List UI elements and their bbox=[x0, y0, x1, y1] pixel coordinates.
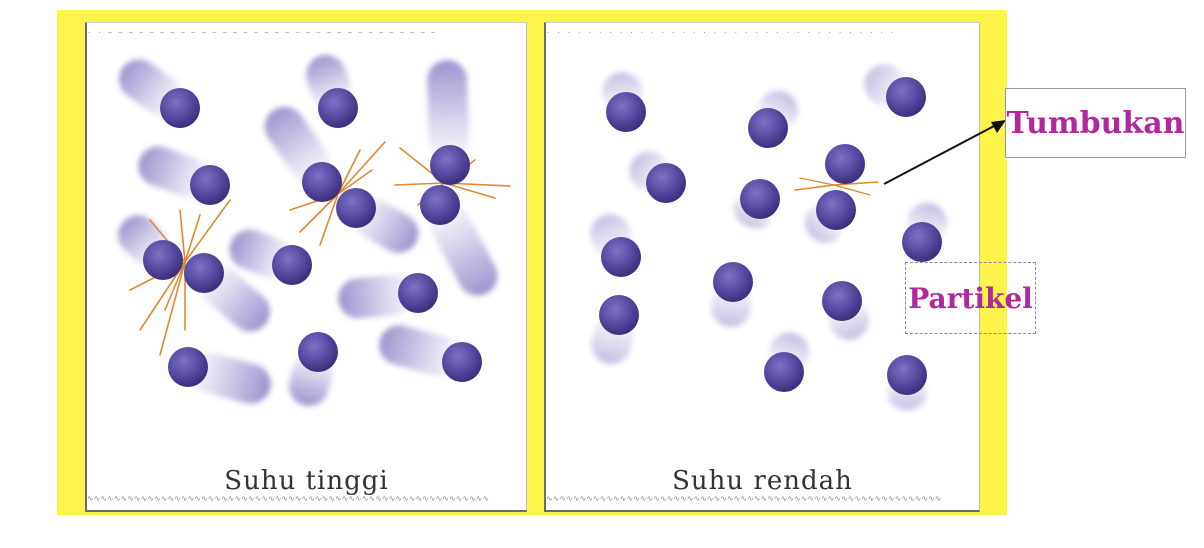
particle bbox=[298, 332, 338, 372]
particle bbox=[398, 273, 438, 313]
particle bbox=[442, 342, 482, 382]
particle bbox=[646, 163, 686, 203]
particle bbox=[143, 240, 183, 280]
left-particles bbox=[143, 88, 482, 387]
panel-top-border-marks: · · · · · · · · · · · · · · · · · · · · … bbox=[546, 29, 896, 37]
particle-trail bbox=[187, 352, 271, 404]
particle bbox=[272, 245, 312, 285]
particle bbox=[302, 162, 342, 202]
left-trails bbox=[118, 55, 498, 406]
particle bbox=[430, 145, 470, 185]
particle bbox=[713, 262, 753, 302]
collision-label: Tumbukan bbox=[1005, 88, 1186, 158]
particle-label: Partikel bbox=[905, 262, 1036, 334]
particle-trail bbox=[338, 274, 419, 319]
particle bbox=[902, 222, 942, 262]
particle bbox=[168, 347, 208, 387]
particle-trail bbox=[429, 202, 498, 296]
particle bbox=[887, 355, 927, 395]
particle bbox=[825, 144, 865, 184]
high-temperature-caption: Suhu tinggi bbox=[224, 466, 389, 496]
particle bbox=[764, 352, 804, 392]
panel-bottom-border-marks: ∿∿∿∿∿∿∿∿∿∿∿∿∿∿∿∿∿∿∿∿∿∿∿∿∿∿∿∿∿∿∿∿∿∿∿∿∿∿∿∿… bbox=[87, 494, 490, 503]
particle bbox=[420, 185, 460, 225]
particle bbox=[886, 77, 926, 117]
particle bbox=[184, 253, 224, 293]
particle bbox=[816, 190, 856, 230]
particle-trail bbox=[427, 60, 470, 166]
particle bbox=[318, 88, 358, 128]
particle bbox=[601, 237, 641, 277]
right-particles bbox=[599, 77, 942, 395]
collision-pointer-arrow bbox=[883, 120, 1006, 185]
particle bbox=[606, 92, 646, 132]
particle bbox=[748, 108, 788, 148]
panel-bottom-border-marks: ∿∿∿∿∿∿∿∿∿∿∿∿∿∿∿∿∿∿∿∿∿∿∿∿∿∿∿∿∿∿∿∿∿∿∿∿∿∿∿∿… bbox=[546, 494, 942, 503]
low-temperature-caption: Suhu rendah bbox=[672, 466, 853, 496]
particle bbox=[740, 179, 780, 219]
particle bbox=[822, 281, 862, 321]
particle-trail bbox=[379, 325, 463, 377]
panel-top-border-marks: · · ~ ~ ~ ~ ~ ~ ~ ~ ~ ~ ~ ~ ~ ~ ~ ~ ~ ~ … bbox=[87, 29, 437, 37]
particle bbox=[160, 88, 200, 128]
particle bbox=[599, 295, 639, 335]
right-collision-spark bbox=[794, 177, 879, 196]
particle bbox=[190, 165, 230, 205]
particle bbox=[336, 188, 376, 228]
